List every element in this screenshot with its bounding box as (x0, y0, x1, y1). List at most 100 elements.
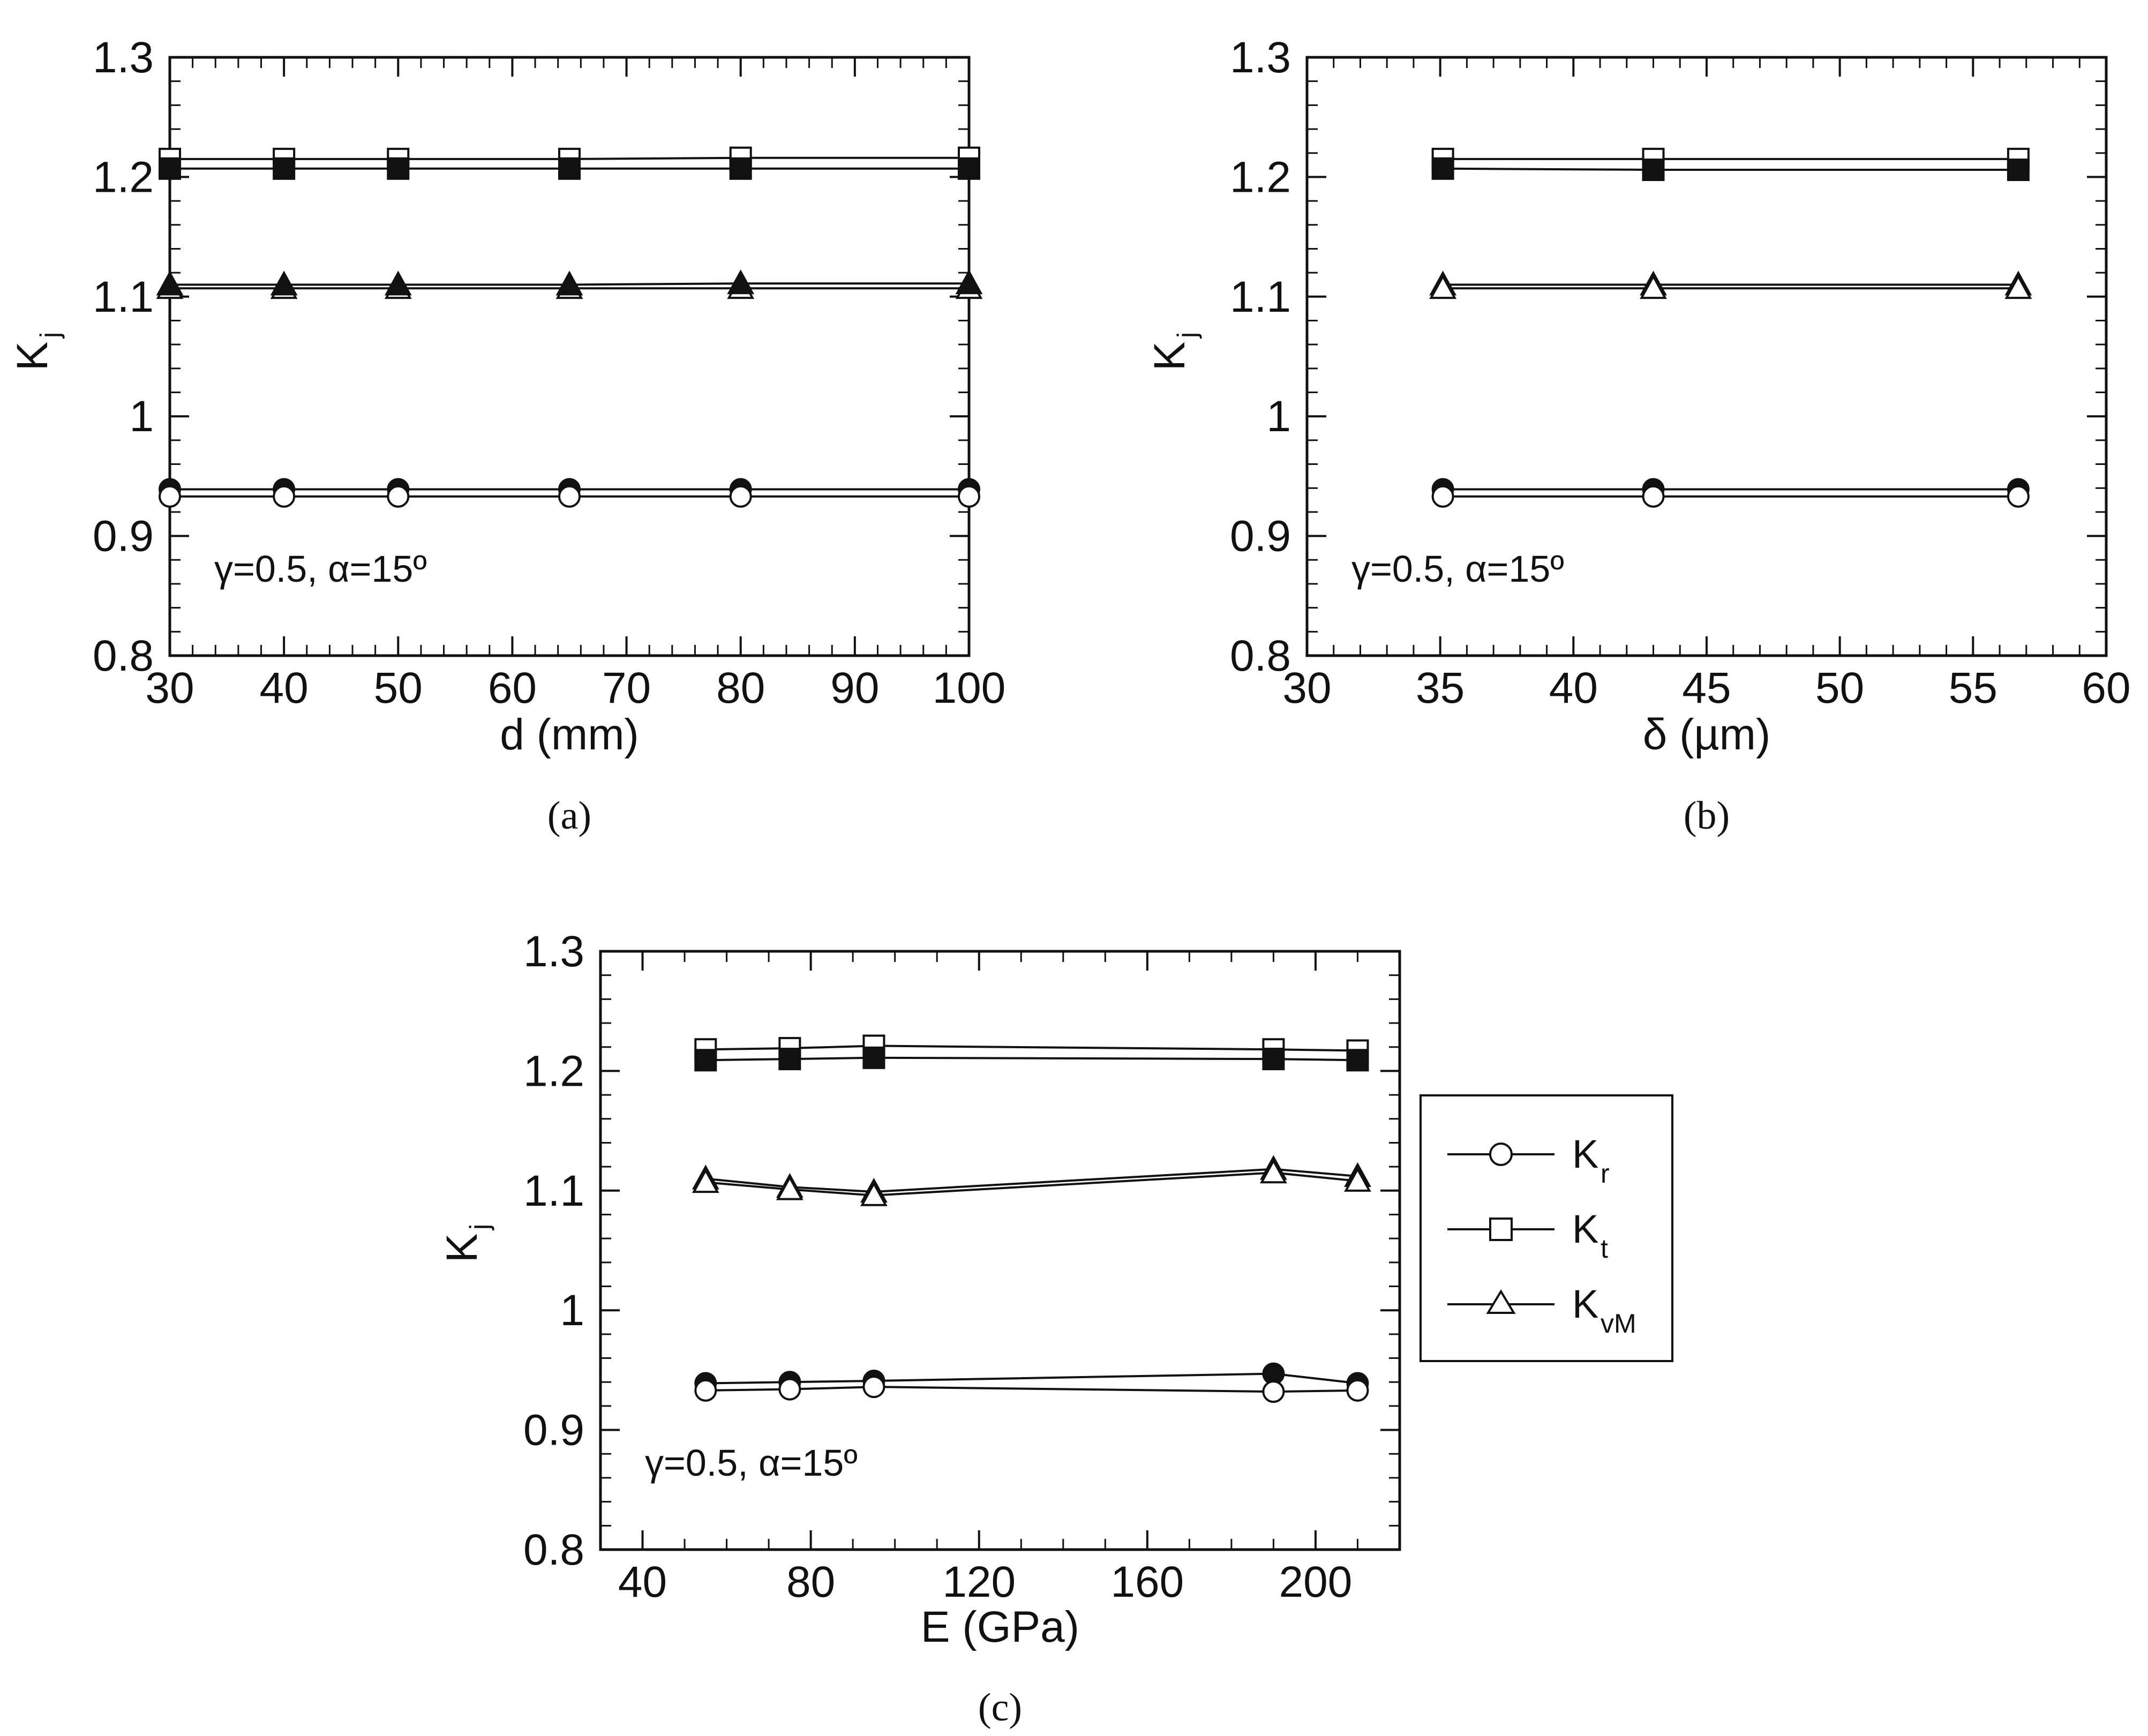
axis-ticks: 30 35 40 45 50 55 60 0.8 0.9 1 1.1 1.2 1.3 (1230, 33, 2131, 712)
data-point-circle (558, 485, 581, 508)
legend-label: K (1572, 1282, 1598, 1326)
data-point-circle (387, 485, 410, 508)
data-point-square (958, 157, 980, 180)
y-tick-label: 0.9 (1230, 512, 1291, 561)
y-tick-label: 1.1 (93, 273, 154, 321)
data-point-square (694, 1049, 717, 1072)
data-point-triangle (384, 270, 412, 296)
data-series (692, 1034, 1371, 1403)
data-point-square (862, 1046, 885, 1069)
y-tick-label: 1.2 (1230, 153, 1291, 201)
y-tick-label: 1 (129, 392, 154, 441)
y-axis-title-main: K (1145, 342, 1194, 371)
data-point-circle (1346, 1379, 1369, 1402)
y-tick-label: 1.3 (1230, 33, 1291, 82)
panel-label: (c) (978, 1686, 1022, 1730)
legend: K r K t K vM (1420, 1094, 1673, 1362)
data-series (1429, 147, 2032, 508)
x-tick-label: 90 (830, 664, 879, 712)
y-tick-label: 1.1 (1230, 273, 1291, 321)
data-point-square (558, 157, 581, 180)
x-tick-label: 80 (716, 664, 765, 712)
y-axis-title: K j (8, 332, 65, 371)
y-tick-label: 1 (1266, 392, 1291, 441)
y-tick-label: 0.8 (523, 1525, 584, 1574)
y-tick-label: 1 (560, 1286, 584, 1335)
data-point-triangle (727, 269, 755, 295)
data-point-triangle (860, 1181, 888, 1206)
data-point-circle (862, 1376, 885, 1399)
data-point-square (1262, 1048, 1285, 1071)
panel-label: (b) (1684, 794, 1730, 838)
legend-triangle-marker (1486, 1289, 1516, 1314)
x-axis-title: E (GPa) (921, 1603, 1079, 1651)
data-point-square (1642, 158, 1665, 181)
y-axis-title-main: K (438, 1234, 486, 1263)
y-axis-title-subscript: j (1172, 332, 1202, 339)
data-series (156, 146, 983, 508)
data-point-triangle (1344, 1167, 1371, 1192)
annotation: γ=0.5, α=15º (214, 548, 427, 590)
data-point-triangle (1429, 274, 1457, 299)
y-tick-label: 0.9 (93, 512, 154, 561)
data-point-triangle (1640, 274, 1667, 299)
legend-label-subscript: t (1601, 1234, 1608, 1264)
x-tick-label: 50 (374, 664, 423, 712)
data-point-square (2007, 158, 2030, 181)
data-point-triangle (1260, 1159, 1287, 1184)
y-tick-label: 0.8 (93, 632, 154, 680)
data-point-circle (694, 1379, 717, 1402)
data-point-circle (729, 485, 752, 508)
data-point-circle (273, 485, 296, 508)
y-tick-label: 0.8 (1230, 632, 1291, 680)
y-tick-label: 0.9 (523, 1406, 584, 1455)
series-line (170, 156, 969, 160)
series-line (1443, 167, 2018, 171)
y-axis-title-main: K (8, 342, 57, 371)
axis-ticks: 40 80 120 160 200 0.8 0.9 1 1.1 1.2 1.3 (523, 927, 1401, 1606)
y-axis-title: K j (1145, 332, 1202, 371)
x-tick-label: 50 (1815, 664, 1864, 712)
legend-entry-kt: K t (1447, 1207, 1608, 1264)
data-point-triangle (692, 1168, 719, 1193)
x-tick-label: 200 (1279, 1558, 1353, 1606)
chart-panel-b: 30 35 40 45 50 55 60 0.8 0.9 1 1.1 1.2 1.3 γ=0.5, α=… (1145, 33, 2131, 838)
y-axis-title-subscript: j (35, 332, 65, 339)
legend-label: K (1572, 1132, 1598, 1176)
x-tick-label: 55 (1949, 664, 1997, 712)
y-tick-label: 1.2 (523, 1047, 584, 1095)
legend-entry-kr: K r (1447, 1132, 1610, 1189)
data-point-circle (1431, 485, 1454, 508)
data-point-square (273, 157, 296, 180)
y-tick-label: 1.3 (523, 927, 584, 976)
panel-label: (a) (547, 794, 591, 838)
data-point-circle (159, 485, 181, 508)
y-tick-label: 1.3 (93, 33, 154, 82)
y-axis-title: K j (438, 1224, 494, 1262)
data-point-triangle (270, 270, 298, 296)
legend-entry-kvm: K vM (1447, 1282, 1636, 1339)
x-tick-label: 70 (602, 664, 651, 712)
x-tick-label: 100 (933, 664, 1006, 712)
x-axis-title: δ (µm) (1643, 710, 1771, 759)
data-point-circle (2007, 485, 2030, 508)
chart-panel-a: 30 40 50 60 70 80 90 100 0.8 0.9 1 1.1 1.2 1.3 γ=0.5,… (8, 33, 1005, 838)
y-tick-label: 1.1 (523, 1167, 584, 1215)
data-point-square (387, 157, 410, 180)
legend-square-marker (1489, 1218, 1513, 1241)
data-point-triangle (156, 270, 184, 296)
data-point-circle (1262, 1380, 1285, 1403)
x-tick-label: 120 (942, 1558, 1016, 1606)
data-point-square (1346, 1049, 1369, 1072)
legend-label: K (1572, 1207, 1598, 1251)
x-tick-label: 160 (1110, 1558, 1184, 1606)
data-point-square (778, 1048, 801, 1071)
data-point-circle (1642, 485, 1665, 508)
data-point-triangle (2004, 274, 2032, 299)
data-point-square (729, 157, 752, 180)
x-tick-label: 35 (1416, 664, 1464, 712)
plot-frame (599, 950, 1401, 1551)
data-point-triangle (955, 269, 983, 295)
